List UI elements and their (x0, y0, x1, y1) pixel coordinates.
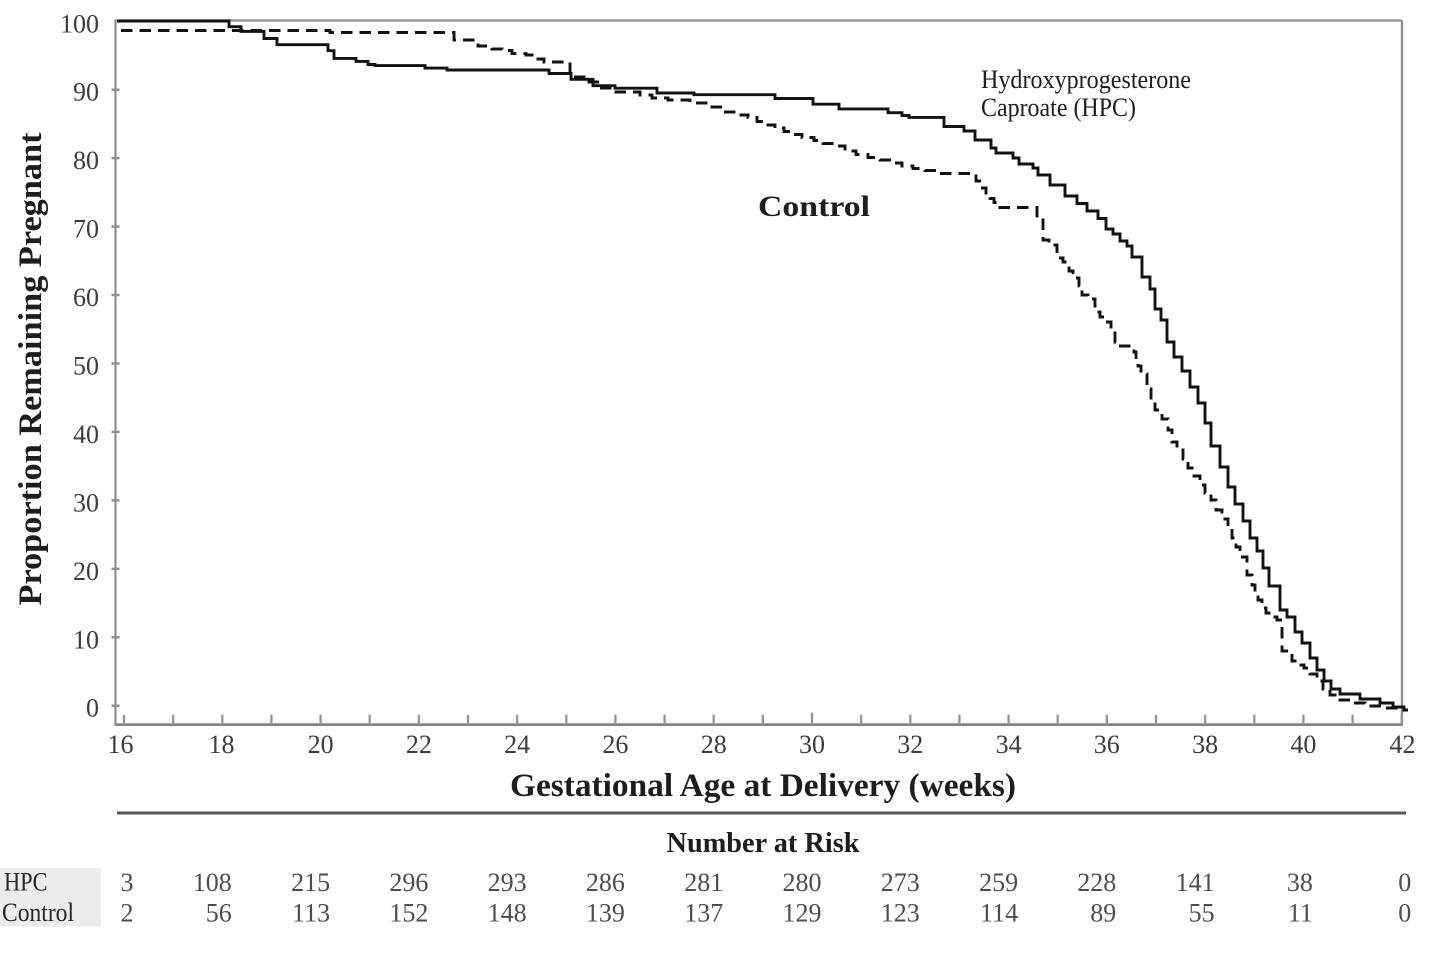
svg-text:141: 141 (1176, 868, 1215, 897)
svg-text:137: 137 (684, 899, 723, 928)
svg-text:38: 38 (1192, 730, 1218, 759)
svg-text:60: 60 (73, 283, 99, 312)
svg-text:20: 20 (308, 730, 334, 759)
svg-text:3: 3 (121, 868, 134, 897)
svg-text:32: 32 (897, 730, 923, 759)
svg-text:2: 2 (121, 899, 134, 928)
svg-text:286: 286 (586, 868, 625, 897)
svg-text:148: 148 (488, 899, 527, 928)
svg-text:139: 139 (586, 899, 625, 928)
svg-text:50: 50 (73, 352, 99, 381)
svg-text:26: 26 (602, 730, 628, 759)
svg-text:296: 296 (389, 868, 428, 897)
svg-text:152: 152 (389, 899, 428, 928)
svg-text:280: 280 (783, 868, 822, 897)
svg-text:0: 0 (1398, 868, 1411, 897)
svg-text:281: 281 (684, 868, 723, 897)
svg-text:Proportion Remaining Pregnant: Proportion Remaining Pregnant (13, 132, 49, 605)
svg-text:30: 30 (73, 489, 99, 518)
svg-text:89: 89 (1090, 899, 1116, 928)
svg-text:20: 20 (73, 557, 99, 586)
svg-text:100: 100 (60, 10, 99, 39)
svg-text:70: 70 (73, 215, 99, 244)
svg-text:30: 30 (799, 730, 825, 759)
svg-text:123: 123 (881, 899, 920, 928)
svg-text:10: 10 (73, 626, 99, 655)
svg-text:Number at Risk: Number at Risk (667, 827, 861, 859)
svg-text:Control: Control (2, 898, 74, 927)
svg-text:36: 36 (1094, 730, 1120, 759)
svg-text:259: 259 (979, 868, 1018, 897)
svg-text:80: 80 (73, 146, 99, 175)
svg-text:228: 228 (1077, 868, 1116, 897)
svg-text:40: 40 (73, 420, 99, 449)
svg-text:108: 108 (193, 868, 232, 897)
svg-text:16: 16 (108, 730, 134, 759)
svg-text:42: 42 (1390, 730, 1416, 759)
svg-text:Hydroxyprogesterone: Hydroxyprogesterone (981, 64, 1191, 94)
svg-text:Caproate (HPC): Caproate (HPC) (981, 92, 1136, 122)
svg-text:Gestational Age at Delivery (w: Gestational Age at Delivery (weeks) (510, 768, 1016, 804)
svg-text:28: 28 (701, 730, 727, 759)
svg-text:215: 215 (291, 868, 330, 897)
svg-text:38: 38 (1287, 868, 1313, 897)
svg-text:55: 55 (1189, 899, 1215, 928)
svg-text:22: 22 (406, 730, 432, 759)
svg-text:34: 34 (996, 730, 1022, 759)
svg-text:56: 56 (206, 899, 232, 928)
svg-text:90: 90 (73, 78, 99, 107)
svg-text:0: 0 (1398, 899, 1411, 928)
svg-text:273: 273 (881, 868, 920, 897)
svg-text:11: 11 (1288, 899, 1313, 928)
svg-text:114: 114 (980, 899, 1018, 928)
svg-text:40: 40 (1290, 730, 1316, 759)
svg-text:293: 293 (488, 868, 527, 897)
svg-text:0: 0 (86, 694, 99, 723)
svg-text:129: 129 (783, 899, 822, 928)
svg-text:18: 18 (209, 730, 235, 759)
svg-text:Control: Control (758, 190, 870, 223)
svg-text:24: 24 (504, 730, 530, 759)
svg-text:HPC: HPC (4, 868, 48, 897)
svg-text:113: 113 (292, 899, 330, 928)
